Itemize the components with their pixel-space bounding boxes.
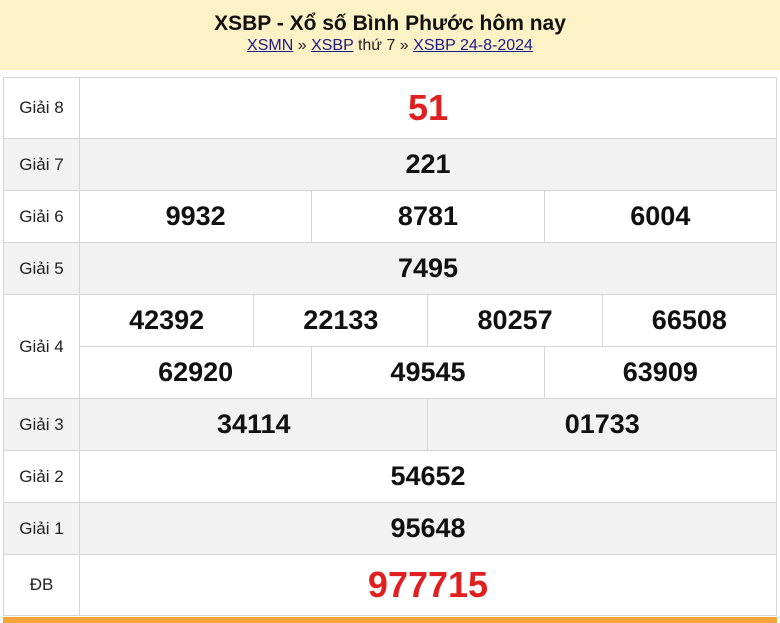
link-xsmn[interactable]: XSMN <box>247 37 294 54</box>
prize-label: Giải 2 <box>3 450 80 503</box>
prize-label: Giải 3 <box>3 398 80 451</box>
prize-number: 49545 <box>311 346 545 399</box>
page-header: XSBP - Xổ số Bình Phước hôm nay XSMN » X… <box>0 0 780 70</box>
prize-number: 6004 <box>543 190 778 243</box>
bottom-accent-bar <box>3 617 777 623</box>
link-xsbp-date[interactable]: XSBP 24-8-2024 <box>413 37 533 54</box>
prize-number: 51 <box>79 77 777 139</box>
prize-number: 221 <box>79 138 777 191</box>
results-table: Giải 8 51 Giải 7 221 Giải 6 9932 8781 60… <box>3 77 778 616</box>
prize-number: 66508 <box>601 294 778 347</box>
prize-number: 62920 <box>78 346 313 399</box>
prize-number: 7495 <box>79 242 777 295</box>
row-giai-8: Giải 8 51 <box>3 77 777 139</box>
prize-label: Giải 5 <box>3 242 80 295</box>
prize-number: 22133 <box>253 294 429 347</box>
prize-number: 95648 <box>79 502 777 555</box>
prize-number: 63909 <box>543 346 778 399</box>
row-giai-2: Giải 2 54652 <box>3 450 777 503</box>
prize-label: Giải 4 <box>3 294 80 399</box>
prize-number-special: 977715 <box>79 554 777 616</box>
prize-label: ĐB <box>3 554 80 616</box>
prize-label: Giải 1 <box>3 502 80 555</box>
prize-label: Giải 7 <box>3 138 80 191</box>
prize-number: 01733 <box>427 398 777 451</box>
row-giai-1: Giải 1 95648 <box>3 502 777 555</box>
row-giai-6: Giải 6 9932 8781 6004 <box>3 190 778 243</box>
row-giai-4: Giải 4 42392 22133 80257 66508 <box>3 294 778 399</box>
prize-label: Giải 8 <box>3 77 80 139</box>
prize-number: 9932 <box>78 190 313 243</box>
row-giai-5: Giải 5 7495 <box>3 242 777 295</box>
prize-number: 42392 <box>78 294 255 347</box>
prize-label: Giải 6 <box>3 190 80 243</box>
prize-number: 54652 <box>79 450 777 503</box>
breadcrumb-separator: » <box>399 37 409 54</box>
prize-number: 8781 <box>311 190 545 243</box>
row-dac-biet: ĐB 977715 <box>3 554 777 616</box>
row-giai-3: Giải 3 34114 01733 <box>3 398 777 451</box>
breadcrumb-separator: » <box>297 37 307 54</box>
row-giai-4-b: 62920 49545 63909 <box>4 346 778 399</box>
page-title: XSBP - Xổ số Bình Phước hôm nay <box>214 12 566 35</box>
prize-number: 34114 <box>78 398 429 451</box>
breadcrumb-day: thứ 7 <box>357 37 396 54</box>
row-giai-7: Giải 7 221 <box>3 138 777 191</box>
breadcrumb: XSMN » XSBP thứ 7 » XSBP 24-8-2024 <box>0 36 780 56</box>
link-xsbp[interactable]: XSBP <box>311 37 354 54</box>
prize-number: 80257 <box>427 294 603 347</box>
